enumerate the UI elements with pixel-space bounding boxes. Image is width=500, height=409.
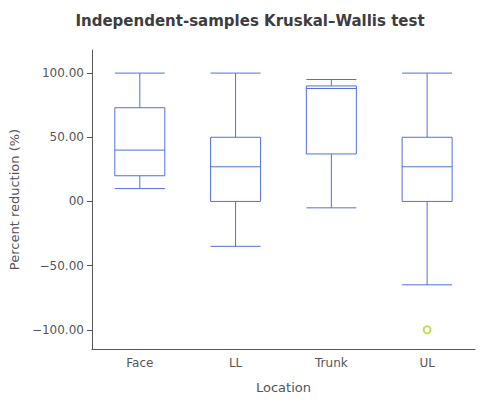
svg-text:UL: UL (419, 356, 435, 370)
svg-text:Independent-samples Kruskal–Wa: Independent-samples Kruskal–Wallis test (75, 12, 424, 30)
svg-text:50.00: 50.00 (50, 130, 84, 144)
svg-text:−50.00: −50.00 (40, 259, 84, 273)
svg-text:100.00: 100.00 (42, 66, 84, 80)
svg-text:Face: Face (126, 356, 153, 370)
svg-text:00: 00 (69, 194, 84, 208)
svg-text:Trunk: Trunk (314, 356, 348, 370)
svg-text:Percent reduction (%): Percent reduction (%) (7, 129, 22, 270)
svg-text:Location: Location (256, 380, 311, 395)
svg-text:LL: LL (229, 356, 243, 370)
svg-text:−100.00: −100.00 (32, 323, 84, 337)
